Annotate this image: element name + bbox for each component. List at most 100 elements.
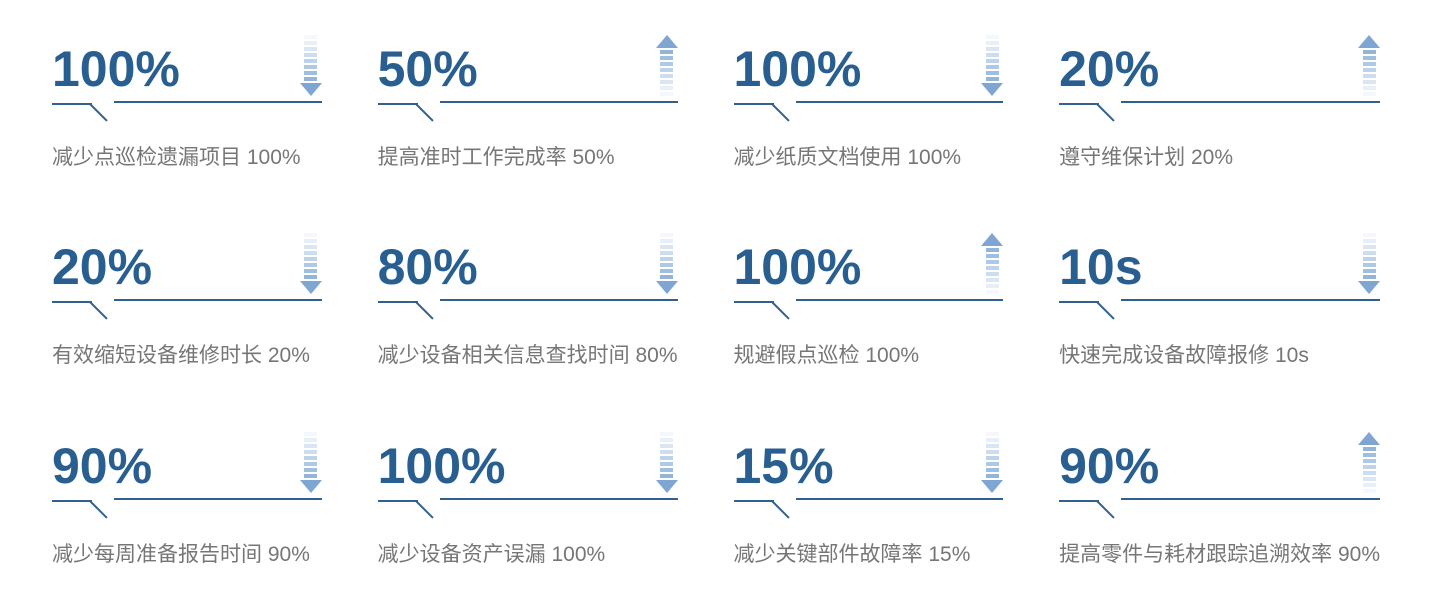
arrow-dash (985, 284, 999, 289)
stat-value: 10s (1059, 239, 1143, 296)
arrow-head (981, 479, 1004, 493)
underline-long-segment (439, 101, 678, 103)
stat-card: 20% 有效缩短设备维修时长 20% (52, 233, 322, 370)
arrow-dash (304, 437, 318, 442)
arrow-dash (1362, 56, 1376, 60)
underline-decoration (1059, 296, 1380, 321)
arrow-dash (304, 431, 318, 436)
stat-card: 20% 遵守维保计划 20% (1059, 35, 1380, 172)
arrow-dash (304, 47, 318, 51)
underline-long-segment (795, 497, 1004, 500)
arrow-dash (985, 248, 999, 253)
arrow-head (655, 35, 678, 48)
stat-value: 100% (733, 41, 862, 97)
arrow-dash (985, 77, 999, 81)
underline-notch (89, 301, 108, 321)
stat-value: 15% (733, 437, 834, 494)
arrow-dash (985, 443, 999, 448)
arrow-dash (985, 437, 999, 442)
arrow-dash (660, 467, 673, 472)
stat-card: 100% 减少点巡检遗漏项目 100% (52, 35, 322, 172)
underline-notch (1096, 301, 1115, 321)
underline-notch (414, 103, 434, 122)
underline-short-segment (1059, 301, 1100, 304)
arrow-down-icon (655, 431, 678, 493)
underline-decoration (1059, 98, 1380, 122)
stat-label: 提高零件与耗材跟踪追溯效率 90% (1059, 542, 1380, 566)
stat-card: 50% 提高准时工作完成率 50% (377, 35, 678, 172)
arrow-dash (660, 257, 673, 262)
underline-short-segment (377, 499, 418, 502)
arrow-dash (304, 233, 318, 238)
arrow-dash (660, 68, 673, 72)
arrow-dash (1362, 464, 1376, 469)
arrow-dash (660, 455, 673, 460)
arrow-dashes (1362, 233, 1376, 280)
arrow-head (1358, 431, 1380, 445)
stat-card: 100% 规避假点巡检 100% (733, 233, 1004, 370)
arrow-dash (660, 239, 673, 244)
arrow-dash (985, 47, 999, 51)
arrow-dash (660, 74, 673, 78)
underline-long-segment (439, 497, 678, 500)
underline-short-segment (377, 103, 418, 105)
arrow-head (299, 479, 322, 493)
underline-long-segment (1121, 299, 1380, 302)
arrow-dash (1362, 251, 1376, 256)
underline-short-segment (377, 301, 418, 304)
arrow-dash (985, 431, 999, 436)
stat-card-header: 90% (52, 431, 322, 495)
stat-value: 20% (52, 239, 153, 296)
underline-notch (770, 103, 790, 122)
underline-notch (1096, 103, 1115, 122)
stat-card: 10s 快速完成设备故障报修 10s (1059, 233, 1380, 370)
arrow-dash (1362, 269, 1376, 274)
arrow-dash (304, 251, 318, 256)
arrow-dashes (985, 35, 999, 81)
underline-long-segment (114, 299, 322, 302)
arrow-dash (304, 473, 318, 478)
arrow-dash (985, 71, 999, 75)
underline-short-segment (52, 499, 92, 502)
underline-notch (770, 301, 790, 321)
arrow-dash (304, 263, 318, 268)
arrow-dash (1362, 86, 1376, 90)
arrow-dashes (304, 35, 318, 81)
underline-notch (414, 301, 434, 321)
arrow-dash (985, 41, 999, 45)
underline-short-segment (733, 499, 774, 502)
arrow-head (1358, 35, 1380, 48)
underline-short-segment (1059, 103, 1100, 105)
arrow-dash (660, 431, 673, 436)
arrow-dash (660, 56, 673, 60)
arrow-dash (1362, 50, 1376, 54)
arrow-dash (1362, 470, 1376, 475)
underline-decoration (377, 495, 678, 519)
stat-card-header: 100% (52, 35, 322, 98)
arrow-dash (985, 461, 999, 466)
stat-label: 遵守维保计划 20% (1059, 146, 1233, 169)
arrow-dash (304, 71, 318, 75)
arrow-dash (660, 437, 673, 442)
arrow-head (299, 83, 322, 96)
underline-decoration (377, 98, 678, 122)
arrow-dashes (660, 233, 673, 280)
arrow-dash (985, 260, 999, 265)
stat-card: 90% 提高零件与耗材跟踪追溯效率 90% (1059, 431, 1380, 569)
arrow-dash (660, 443, 673, 448)
arrow-down-icon (299, 431, 322, 493)
underline-long-segment (1121, 497, 1380, 500)
underline-notch (414, 499, 434, 519)
arrow-dashes (985, 248, 999, 295)
stat-value: 80% (377, 239, 478, 296)
stat-value: 20% (1059, 41, 1160, 97)
stat-value: 100% (52, 41, 180, 97)
arrow-dash (304, 449, 318, 454)
stat-card-header: 10s (1059, 233, 1380, 296)
arrow-dash (1362, 275, 1376, 280)
stat-card: 90% 减少每周准备报告时间 90% (52, 431, 322, 569)
underline-decoration (52, 98, 322, 122)
arrow-dash (660, 449, 673, 454)
arrow-dash (985, 254, 999, 259)
arrow-head (1358, 281, 1380, 295)
